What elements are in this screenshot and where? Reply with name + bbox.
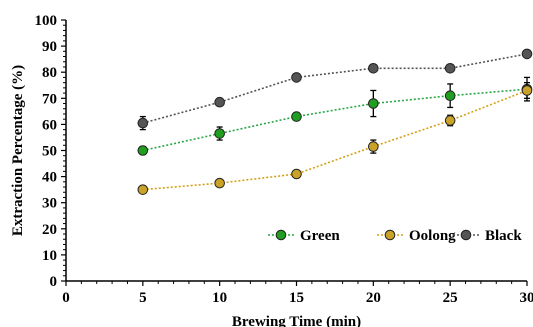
data-point-green <box>444 90 456 101</box>
x-tick-label: 15 <box>289 290 304 306</box>
x-tick-label: 30 <box>520 290 533 306</box>
data-point-black <box>368 62 379 74</box>
x-tick-label: 10 <box>212 290 227 306</box>
y-tick-label: 30 <box>42 196 57 212</box>
data-point-black <box>214 96 225 108</box>
y-axis-title: Extraction Percentage (%) <box>10 65 26 236</box>
y-tick-label: 70 <box>42 91 57 107</box>
data-point-oolong <box>214 177 225 189</box>
data-point-black <box>521 48 533 60</box>
x-tick-label: 0 <box>62 290 70 306</box>
data-point-oolong <box>521 85 533 96</box>
legend-label: Green <box>300 228 340 244</box>
y-tick-label: 60 <box>42 117 57 133</box>
y-tick-label: 20 <box>42 222 57 238</box>
legend-item-green: Green <box>268 228 340 244</box>
series-line-oolong <box>142 89 528 191</box>
data-point-black <box>291 72 302 83</box>
data-point-black <box>444 62 456 74</box>
data-point-green <box>368 98 379 109</box>
data-point-black <box>137 117 149 129</box>
legend: Green Oolong Black <box>268 228 522 244</box>
y-tick-label: 90 <box>42 39 57 55</box>
x-tick-label: 20 <box>366 290 381 306</box>
y-tick-label: 100 <box>35 13 58 29</box>
y-tick-label: 50 <box>42 144 57 160</box>
legend-label: Oolong <box>409 228 456 244</box>
axes: 0 10 20 30 40 50 60 70 80 90 100 0 5 10 15 20 25 30 <box>35 13 533 306</box>
legend-item-black: Black <box>453 228 522 244</box>
x-tick-label: 5 <box>139 290 147 306</box>
legend-item-oolong: Oolong <box>377 228 456 244</box>
data-point-green <box>137 145 149 156</box>
legend-marker <box>384 229 396 241</box>
data-point-green <box>214 128 225 139</box>
x-tick-label: 25 <box>443 290 458 306</box>
legend-marker <box>460 229 472 241</box>
data-point-oolong <box>291 168 302 180</box>
legend-marker <box>275 229 287 241</box>
legend-label: Black <box>485 228 522 244</box>
data-point-oolong <box>444 115 456 126</box>
series-line-green <box>142 88 528 152</box>
x-axis-title: Brewing Time (min) <box>232 314 361 327</box>
y-tick-label: 80 <box>42 65 57 81</box>
data-point-green <box>291 111 302 122</box>
data-point-oolong <box>368 141 379 152</box>
y-tick-label: 40 <box>42 170 57 186</box>
y-tick-label: 0 <box>50 274 58 290</box>
series-green <box>137 76 533 156</box>
series-oolong <box>137 81 533 195</box>
y-tick-label: 10 <box>42 248 57 264</box>
series-black <box>137 48 533 131</box>
data-point-oolong <box>137 184 149 195</box>
series-layer <box>137 48 533 195</box>
